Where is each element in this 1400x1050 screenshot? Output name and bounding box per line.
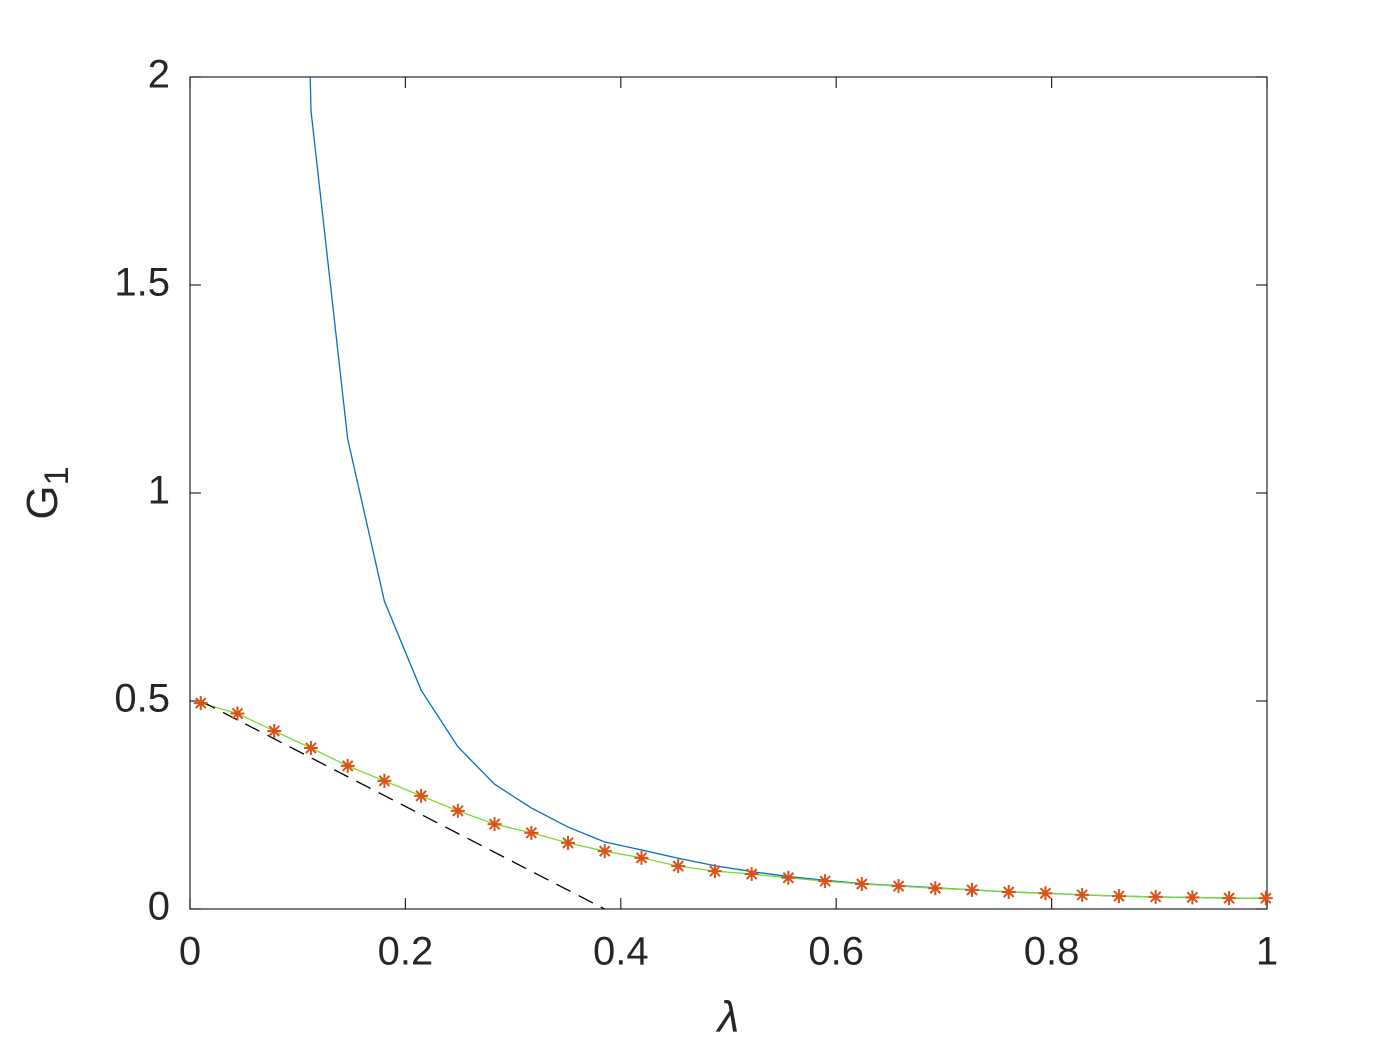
star-marker bbox=[377, 773, 392, 788]
y-tick-label: 0 bbox=[148, 885, 170, 929]
star-marker bbox=[450, 803, 465, 818]
star-marker bbox=[1185, 890, 1200, 905]
y-tick-label: 1.5 bbox=[114, 261, 170, 305]
y-axis-label-subscript: 1 bbox=[38, 466, 76, 485]
star-marker bbox=[340, 758, 355, 773]
star-marker bbox=[854, 877, 869, 892]
star-marker bbox=[965, 882, 980, 897]
star-marker bbox=[267, 723, 282, 738]
star-marker bbox=[303, 741, 318, 756]
star-marker bbox=[1258, 891, 1273, 906]
plot-box bbox=[189, 76, 1268, 910]
y-tick-label: 0.5 bbox=[114, 677, 170, 721]
star-marker bbox=[1038, 886, 1053, 901]
x-tick-label: 0 bbox=[179, 930, 201, 974]
star-marker bbox=[524, 825, 539, 840]
x-tick-label: 1 bbox=[1256, 930, 1278, 974]
star-marker bbox=[193, 696, 208, 711]
star-marker bbox=[928, 881, 943, 896]
star-marker bbox=[1222, 891, 1237, 906]
star-marker bbox=[597, 844, 612, 859]
star-marker bbox=[1075, 887, 1090, 902]
star-marker bbox=[634, 850, 649, 865]
star-marker bbox=[1001, 884, 1016, 899]
star-marker bbox=[891, 879, 906, 894]
plot-area bbox=[200, 77, 1266, 909]
x-tick-label: 0.6 bbox=[808, 930, 864, 974]
x-tick-label: 0.4 bbox=[593, 930, 649, 974]
star-marker bbox=[487, 817, 502, 832]
star-marker bbox=[781, 870, 796, 885]
star-marker bbox=[1111, 889, 1126, 904]
star-marker bbox=[744, 867, 759, 882]
star-marker bbox=[1148, 889, 1163, 904]
star-marker bbox=[671, 859, 686, 874]
y-axis-label: G1 bbox=[18, 466, 76, 519]
y-tick-label: 1 bbox=[148, 469, 170, 513]
star-marker bbox=[818, 874, 833, 889]
star-marker bbox=[707, 864, 722, 879]
x-tick-label: 0.8 bbox=[1024, 930, 1080, 974]
series-line bbox=[309, 77, 1266, 899]
star-marker bbox=[230, 706, 245, 721]
series-line bbox=[200, 700, 605, 909]
y-tick-label: 2 bbox=[148, 53, 170, 97]
x-tick-label: 0.2 bbox=[378, 930, 434, 974]
x-axis-label: λ bbox=[716, 993, 740, 1042]
star-marker bbox=[561, 835, 576, 850]
star-marker bbox=[414, 788, 429, 803]
y-axis-label-main: G bbox=[18, 485, 67, 519]
